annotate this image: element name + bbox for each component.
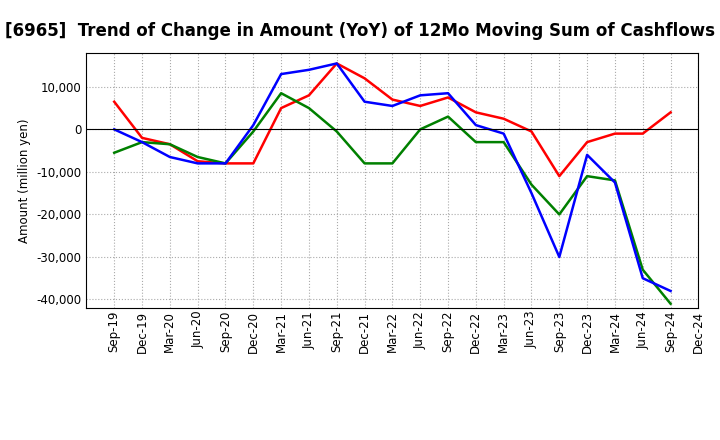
Operating Cashflow bbox=[276, 106, 285, 111]
Investing Cashflow bbox=[110, 150, 119, 155]
Free Cashflow bbox=[221, 161, 230, 166]
Operating Cashflow bbox=[194, 159, 202, 164]
Text: [6965]  Trend of Change in Amount (YoY) of 12Mo Moving Sum of Cashflows: [6965] Trend of Change in Amount (YoY) o… bbox=[5, 22, 715, 40]
Investing Cashflow bbox=[249, 129, 258, 134]
Investing Cashflow bbox=[666, 301, 675, 306]
Investing Cashflow bbox=[333, 129, 341, 134]
Free Cashflow bbox=[333, 61, 341, 66]
Investing Cashflow bbox=[138, 139, 146, 145]
Free Cashflow bbox=[388, 103, 397, 109]
Free Cashflow bbox=[249, 122, 258, 128]
Line: Investing Cashflow: Investing Cashflow bbox=[114, 93, 670, 304]
Operating Cashflow bbox=[221, 161, 230, 166]
Operating Cashflow bbox=[611, 131, 619, 136]
Free Cashflow bbox=[166, 154, 174, 160]
Investing Cashflow bbox=[416, 127, 425, 132]
Investing Cashflow bbox=[555, 212, 564, 217]
Free Cashflow bbox=[582, 152, 591, 158]
Investing Cashflow bbox=[444, 114, 452, 119]
Investing Cashflow bbox=[388, 161, 397, 166]
Investing Cashflow bbox=[166, 142, 174, 147]
Free Cashflow bbox=[110, 127, 119, 132]
Investing Cashflow bbox=[611, 178, 619, 183]
Investing Cashflow bbox=[500, 139, 508, 145]
Free Cashflow bbox=[194, 161, 202, 166]
Operating Cashflow bbox=[472, 110, 480, 115]
Operating Cashflow bbox=[639, 131, 647, 136]
Operating Cashflow bbox=[166, 142, 174, 147]
Operating Cashflow bbox=[360, 76, 369, 81]
Investing Cashflow bbox=[582, 173, 591, 179]
Free Cashflow bbox=[138, 139, 146, 145]
Free Cashflow bbox=[639, 275, 647, 281]
Operating Cashflow bbox=[555, 173, 564, 179]
Operating Cashflow bbox=[527, 129, 536, 134]
Operating Cashflow bbox=[582, 139, 591, 145]
Free Cashflow bbox=[666, 288, 675, 293]
Operating Cashflow bbox=[305, 93, 313, 98]
Operating Cashflow bbox=[333, 61, 341, 66]
Operating Cashflow bbox=[666, 110, 675, 115]
Free Cashflow bbox=[472, 122, 480, 128]
Operating Cashflow bbox=[500, 116, 508, 121]
Free Cashflow bbox=[305, 67, 313, 73]
Investing Cashflow bbox=[360, 161, 369, 166]
Line: Free Cashflow: Free Cashflow bbox=[114, 63, 670, 291]
Operating Cashflow bbox=[249, 161, 258, 166]
Free Cashflow bbox=[276, 71, 285, 77]
Free Cashflow bbox=[611, 180, 619, 185]
Line: Operating Cashflow: Operating Cashflow bbox=[114, 63, 670, 176]
Operating Cashflow bbox=[388, 97, 397, 102]
Investing Cashflow bbox=[194, 154, 202, 160]
Investing Cashflow bbox=[639, 267, 647, 272]
Investing Cashflow bbox=[527, 182, 536, 187]
Operating Cashflow bbox=[444, 95, 452, 100]
Free Cashflow bbox=[527, 191, 536, 196]
Free Cashflow bbox=[416, 93, 425, 98]
Investing Cashflow bbox=[305, 106, 313, 111]
Operating Cashflow bbox=[110, 99, 119, 104]
Free Cashflow bbox=[500, 131, 508, 136]
Operating Cashflow bbox=[138, 135, 146, 140]
Investing Cashflow bbox=[472, 139, 480, 145]
Y-axis label: Amount (million yen): Amount (million yen) bbox=[18, 118, 31, 242]
Investing Cashflow bbox=[276, 91, 285, 96]
Free Cashflow bbox=[444, 91, 452, 96]
Free Cashflow bbox=[555, 254, 564, 260]
Free Cashflow bbox=[360, 99, 369, 104]
Investing Cashflow bbox=[221, 161, 230, 166]
Operating Cashflow bbox=[416, 103, 425, 109]
